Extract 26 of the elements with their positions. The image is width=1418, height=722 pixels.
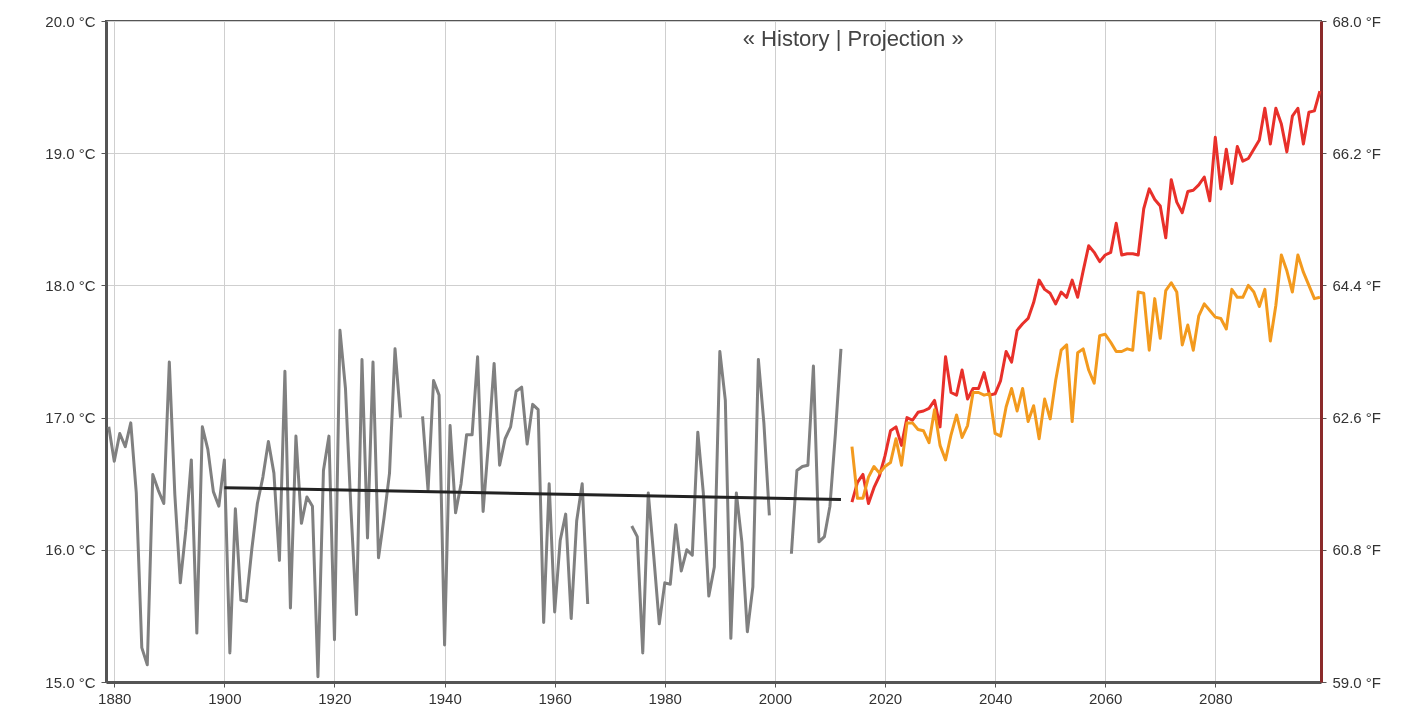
y2-tick-label: 68.0 °F bbox=[1332, 12, 1382, 30]
x-tick-label: 1920 bbox=[318, 689, 352, 707]
annotation: « History | Projection » bbox=[742, 26, 964, 51]
x-tick-label: 1960 bbox=[538, 689, 572, 707]
line-series bbox=[850, 89, 1322, 506]
x-tick-label: 2080 bbox=[1199, 689, 1233, 707]
y-tick-label: 19.0 °C bbox=[45, 144, 96, 162]
y2-tick-label: 60.8 °F bbox=[1332, 541, 1382, 559]
x-tick-label: 1880 bbox=[98, 689, 132, 707]
y-tick-label: 20.0 °C bbox=[45, 12, 96, 30]
y-tick-label: 18.0 °C bbox=[45, 276, 96, 294]
x-tick-label: 2000 bbox=[758, 689, 793, 707]
y-tick-label: 16.0 °C bbox=[45, 541, 96, 559]
x-tick-label: 1900 bbox=[208, 689, 242, 707]
y-tick-label: 15.0 °C bbox=[45, 673, 96, 691]
y2-tick-label: 59.0 °F bbox=[1332, 673, 1382, 691]
x-tick-label: 1980 bbox=[648, 689, 682, 707]
x-tick-label: 2020 bbox=[868, 689, 903, 707]
x-tick-label: 1940 bbox=[428, 689, 462, 707]
y2-tick-label: 62.6 °F bbox=[1332, 409, 1382, 427]
line-series bbox=[850, 253, 1322, 500]
x-tick-label: 2040 bbox=[978, 689, 1013, 707]
y2-tick-label: 64.4 °F bbox=[1332, 276, 1382, 294]
x-tick-label: 2060 bbox=[1089, 689, 1123, 707]
y2-tick-label: 66.2 °F bbox=[1332, 144, 1382, 162]
y-tick-label: 17.0 °C bbox=[45, 409, 96, 427]
